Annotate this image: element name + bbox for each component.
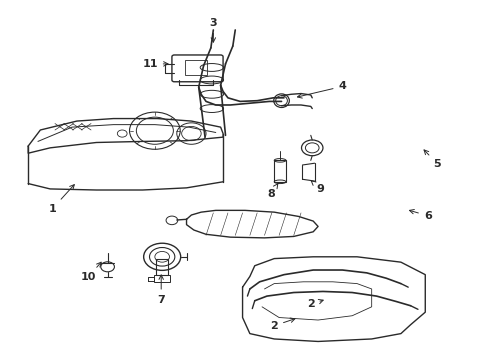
Text: 8: 8 [267,184,278,199]
Bar [156,258,168,275]
Text: 3: 3 [210,18,217,42]
Text: 2: 2 [270,318,295,331]
Bar [274,160,286,182]
Text: 10: 10 [80,262,101,282]
Text: 1: 1 [49,185,74,213]
Text: 4: 4 [297,81,346,98]
Bar [154,275,170,282]
Text: 2: 2 [307,299,323,309]
Text: 6: 6 [410,210,432,221]
Text: 9: 9 [311,181,324,194]
Bar [185,60,207,75]
Text: 11: 11 [142,59,168,69]
Text: 7: 7 [157,275,165,305]
Text: 5: 5 [424,150,441,169]
